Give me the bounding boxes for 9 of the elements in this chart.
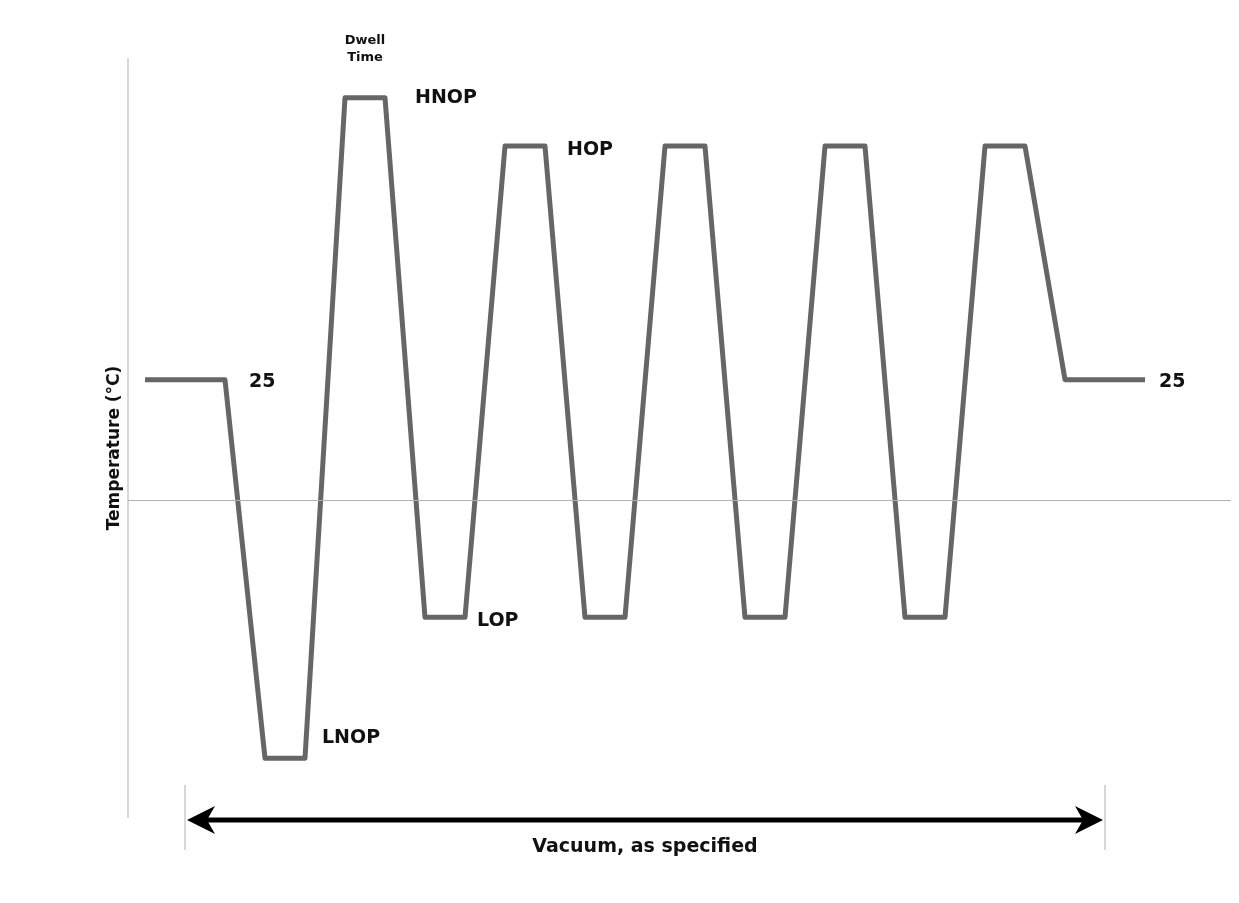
annotation: 25 — [249, 368, 276, 391]
annotation: 25 — [1159, 368, 1186, 391]
annotation: LNOP — [322, 725, 381, 748]
y-axis-title: Temperature (°C) — [103, 365, 124, 531]
annotation: LOP — [477, 608, 519, 631]
annotation: HOP — [567, 136, 614, 159]
annotation: HNOP — [415, 84, 477, 107]
text: Dwell Time — [344, 32, 386, 65]
text: Vacuum, as specified — [531, 834, 759, 856]
